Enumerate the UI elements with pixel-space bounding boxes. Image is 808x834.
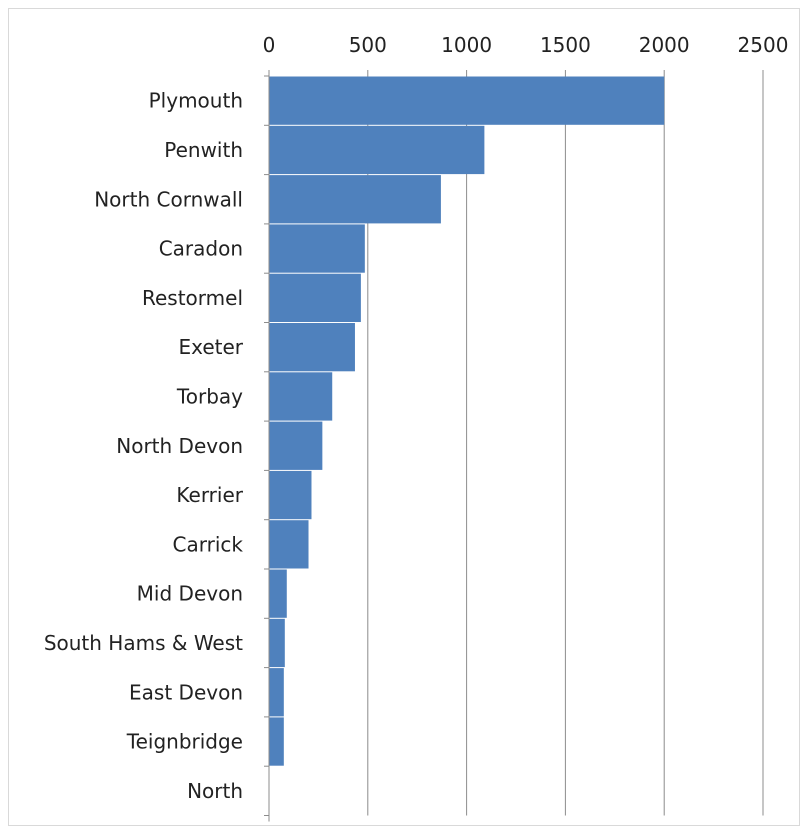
x-tick-label: 2500 bbox=[738, 33, 789, 57]
category-label: Teignbridge bbox=[126, 730, 243, 754]
category-label: Plymouth bbox=[149, 89, 243, 113]
bar-plymouth bbox=[269, 76, 665, 125]
bar-caradon bbox=[269, 224, 365, 273]
x-tick-label: 0 bbox=[263, 33, 276, 57]
category-label: North bbox=[187, 779, 243, 803]
x-tick-label: 500 bbox=[349, 33, 387, 57]
bar-torbay bbox=[269, 372, 333, 421]
bar-restormel bbox=[269, 273, 361, 322]
x-tick-label: 2000 bbox=[639, 33, 690, 57]
bars bbox=[269, 76, 665, 766]
category-label: East Devon bbox=[129, 680, 243, 704]
category-label: North Devon bbox=[116, 434, 243, 458]
category-label: Restormel bbox=[142, 286, 243, 310]
category-label: South Hams & West bbox=[44, 631, 243, 655]
bar-kerrier bbox=[269, 470, 312, 520]
bar-north-cornwall bbox=[269, 175, 441, 224]
bar-north-devon bbox=[269, 421, 323, 470]
bar-penwith bbox=[269, 125, 485, 175]
bar-exeter bbox=[269, 323, 355, 372]
category-label: Penwith bbox=[164, 138, 243, 162]
category-label: Exeter bbox=[178, 335, 243, 359]
bar-teignbridge bbox=[269, 717, 284, 766]
category-labels: Plymouth Penwith North Cornwall Caradon Rest… bbox=[44, 89, 244, 803]
x-tick-label: 1500 bbox=[540, 33, 591, 57]
x-tick-label: 1000 bbox=[441, 33, 492, 57]
bar-mid-devon bbox=[269, 569, 287, 618]
category-label: Torbay bbox=[176, 384, 243, 408]
category-label: Carrick bbox=[173, 532, 244, 556]
category-label: Mid Devon bbox=[137, 582, 243, 606]
category-label: North Cornwall bbox=[94, 187, 243, 211]
bar-carrick bbox=[269, 520, 309, 569]
category-label: Caradon bbox=[159, 237, 243, 261]
category-label: Kerrier bbox=[176, 483, 243, 507]
x-axis-ticks: 0 500 1000 1500 2000 2500 bbox=[263, 33, 789, 816]
bar-east-devon bbox=[269, 668, 284, 717]
bar-south-hams-west bbox=[269, 618, 285, 668]
